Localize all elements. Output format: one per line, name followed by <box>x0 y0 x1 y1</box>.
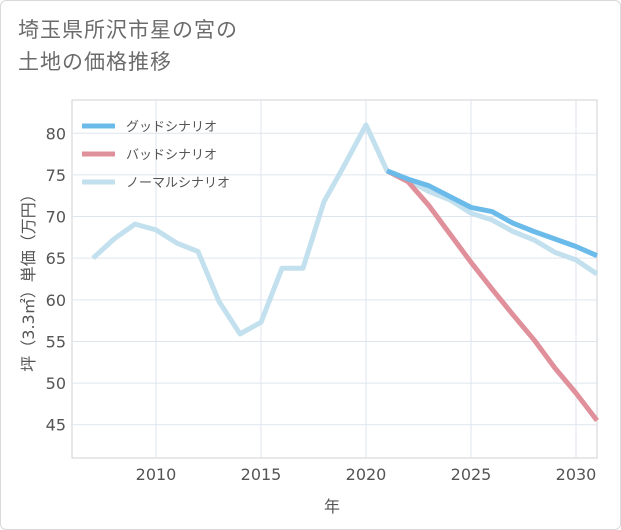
legend-label: ノーマルシナリオ <box>126 176 230 191</box>
y-axis-ticks: 45 50 55 60 65 70 75 80 <box>46 124 66 434</box>
legend-label: グッドシナリオ <box>126 120 217 135</box>
x-axis-label: 年 <box>324 497 340 516</box>
x-tick-label: 2030 <box>556 465 597 484</box>
y-tick-label: 75 <box>46 166 66 185</box>
chart-title-line-2: 土地の価格推移 <box>18 50 172 74</box>
y-tick-label: 45 <box>46 416 66 435</box>
y-tick-label: 80 <box>46 124 66 143</box>
x-axis-ticks: 2010 2015 2020 2025 2030 <box>136 465 597 484</box>
series-group <box>91 122 599 423</box>
series-line <box>91 122 599 337</box>
x-tick-label: 2010 <box>136 465 177 484</box>
plot-area <box>71 99 598 459</box>
x-tick-label: 2020 <box>346 465 387 484</box>
grid-lines <box>72 100 597 458</box>
y-tick-label: 55 <box>46 332 66 351</box>
chart-title: 埼玉県所沢市星の宮の 土地の価格推移 <box>18 14 238 78</box>
x-tick-label: 2025 <box>451 465 492 484</box>
y-tick-label: 50 <box>46 374 66 393</box>
series-line <box>385 168 599 423</box>
y-tick-label: 70 <box>46 208 66 227</box>
y-axis-label: 坪（3.3㎡）単価（万円） <box>19 186 38 371</box>
series-line <box>386 168 599 258</box>
chart-title-line-1: 埼玉県所沢市星の宮の <box>18 18 238 42</box>
y-tick-label: 65 <box>46 249 66 268</box>
x-tick-label: 2015 <box>241 465 282 484</box>
legend-label: バッドシナリオ <box>126 148 217 163</box>
y-tick-label: 60 <box>46 291 66 310</box>
